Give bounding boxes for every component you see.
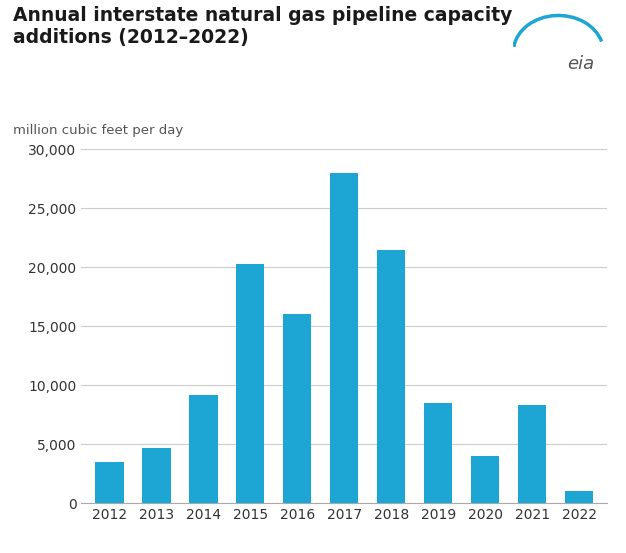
Bar [424,403,452,503]
Bar [331,173,358,503]
Bar [377,249,406,503]
Bar [95,462,124,503]
Bar [518,405,546,503]
Text: eia: eia [568,55,595,74]
Bar [565,492,593,503]
Bar [471,456,500,503]
Bar [143,448,170,503]
Text: Annual interstate natural gas pipeline capacity
additions (2012–2022): Annual interstate natural gas pipeline c… [13,6,512,47]
Bar [284,315,312,503]
Text: million cubic feet per day: million cubic feet per day [13,124,183,138]
Bar [237,264,264,503]
Bar [189,395,218,503]
